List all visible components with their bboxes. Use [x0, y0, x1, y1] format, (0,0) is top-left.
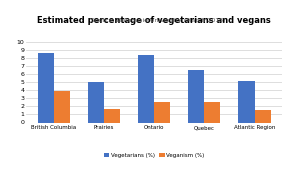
Bar [204, 102, 220, 122]
Bar [54, 91, 70, 122]
Text: Source: Dalhousie University (March 2018): Source: Dalhousie University (March 2018… [91, 18, 226, 23]
Legend: Vegetarians (%), Veganism (%): Vegetarians (%), Veganism (%) [101, 151, 207, 160]
Bar [188, 70, 204, 122]
Bar [37, 53, 54, 122]
Bar [238, 81, 255, 122]
Bar [138, 55, 154, 122]
Bar [88, 82, 104, 122]
Bar [104, 109, 120, 122]
Bar [255, 110, 271, 122]
Title: Estimated percentage of vegetarians and vegans: Estimated percentage of vegetarians and … [37, 16, 271, 24]
Bar [154, 102, 170, 122]
